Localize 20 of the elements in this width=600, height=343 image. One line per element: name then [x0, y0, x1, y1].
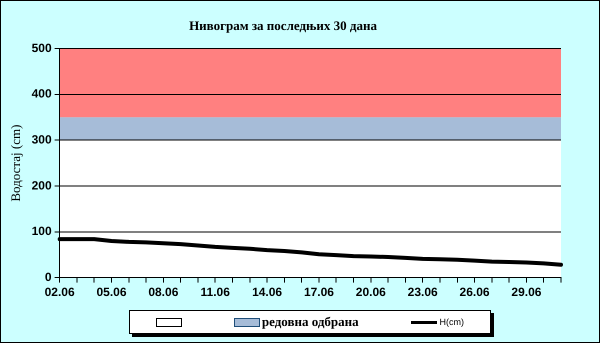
y-tick-label: 0 — [44, 270, 52, 284]
y-tick-label: 400 — [32, 86, 52, 101]
x-tick-label: 23.06 — [408, 285, 438, 300]
y-tick-label: 300 — [32, 132, 52, 147]
legend-label: редовна одбрана — [262, 314, 359, 330]
y-tick-label: 100 — [32, 224, 52, 238]
x-tick-label: 17.06 — [304, 285, 334, 300]
x-tick-label: 29.06 — [511, 285, 542, 300]
x-tick-label: 11.06 — [200, 285, 230, 300]
legend-label: H(cm) — [440, 317, 464, 327]
x-tick-label: 08.06 — [148, 285, 179, 300]
y-tick-label: 500 — [32, 40, 52, 55]
x-tick-label: 14.06 — [252, 285, 282, 300]
x-tick-label: 20.06 — [356, 285, 386, 300]
x-tick-label: 05.06 — [96, 285, 127, 300]
x-tick-label: 02.06 — [44, 285, 75, 300]
x-tick-label: 26.06 — [460, 285, 490, 300]
y-axis-title: Водостај (cm) — [8, 124, 24, 202]
y-tick-label: 200 — [32, 178, 52, 192]
chart-title: Нивограм за последњих 30 дана — [189, 18, 378, 34]
